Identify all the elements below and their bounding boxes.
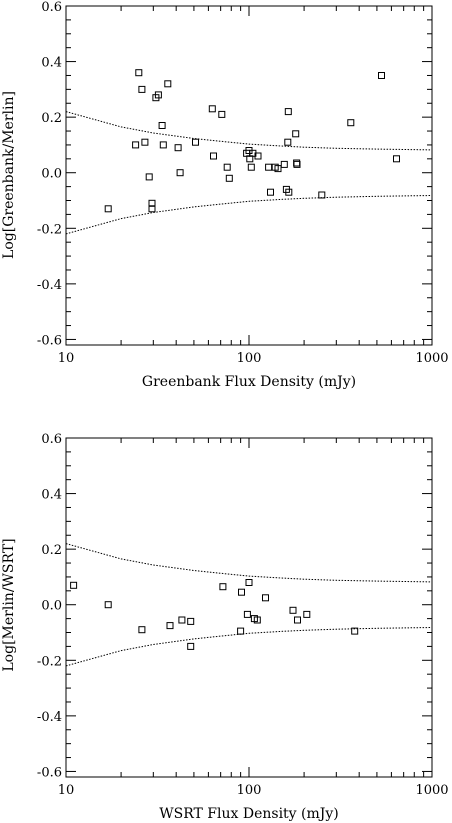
upper-data-point (192, 138, 199, 146)
lower-data-point (178, 616, 186, 624)
lower-y-axis-title: Log[Merlin/WSRT] (1, 538, 17, 671)
lower-data-point (104, 601, 112, 609)
upper-data-point (159, 141, 167, 149)
lower-data-point (253, 616, 261, 624)
upper-y-tick-label: 0.4 (41, 56, 62, 71)
upper-plot-frame (65, 5, 433, 346)
upper-data-point (223, 163, 231, 171)
upper-data-point (132, 141, 140, 149)
lower-data-point (238, 588, 245, 596)
upper-data-point (208, 105, 216, 113)
upper-lower-envelope-curve (65, 195, 433, 235)
upper-data-point (267, 188, 274, 196)
lower-x-tick-label: 1000 (415, 783, 448, 798)
upper-data-point (225, 174, 233, 182)
upper-data-point (292, 130, 300, 138)
lower-scatter-plot: -0.6 -0.4 -0.2 0.0 0.2 0.4 0.6 10 100 1000 WSRT F… (1, 432, 449, 822)
lower-y-tick-label: 0.4 (41, 488, 62, 503)
lower-data-point (351, 627, 359, 635)
lower-data-point (243, 610, 251, 618)
upper-x-axis-title: Greenbank Flux Density (mJy) (142, 374, 356, 390)
upper-y-tick-label: 0.0 (41, 167, 62, 182)
upper-data-point (347, 119, 355, 127)
lower-y-tick-label: 0.2 (41, 543, 62, 558)
lower-plot-frame (65, 437, 433, 778)
lower-data-point (138, 626, 146, 634)
lower-plot-envelope (65, 543, 433, 667)
upper-data-point (265, 163, 273, 171)
upper-scatter-plot: -0.6 -0.4 -0.2 0.0 0.2 0.4 0.6 10 100 1000 Greenb… (1, 0, 449, 390)
upper-data-point (247, 163, 255, 171)
upper-x-tick-label: 100 (237, 351, 262, 366)
lower-data-point (237, 627, 245, 635)
lower-data-point (262, 594, 269, 602)
lower-y-tick-label: -0.4 (37, 710, 62, 725)
upper-data-point (174, 144, 182, 152)
lower-y-tick-label: -0.2 (37, 654, 62, 669)
upper-data-point (284, 138, 292, 146)
upper-data-point (135, 69, 143, 77)
lower-y-tick-label: 0.0 (41, 599, 62, 614)
upper-y-tick-label: -0.2 (37, 222, 62, 237)
upper-data-point (164, 80, 172, 88)
upper-data-point (141, 138, 149, 146)
upper-data-point (254, 152, 262, 160)
upper-y-axis-title: Log[Greenbank/Merlin] (1, 91, 17, 259)
upper-plot-envelope (65, 111, 433, 235)
upper-y-tick-label: 0.2 (41, 111, 62, 126)
upper-x-tick-label: 10 (58, 351, 75, 366)
lower-data-point (303, 610, 311, 618)
lower-data-point (289, 606, 297, 614)
lower-x-tick-label: 100 (237, 783, 262, 798)
upper-upper-envelope-curve (65, 111, 433, 151)
lower-y-tick-label: -0.6 (37, 765, 62, 780)
upper-plot-points (104, 69, 400, 213)
upper-data-point (104, 205, 112, 213)
upper-y-tick-label: -0.6 (37, 333, 62, 348)
upper-data-point (218, 110, 226, 118)
upper-data-point (158, 122, 166, 129)
upper-y-tick-label: 0.6 (41, 0, 62, 15)
lower-lower-envelope-curve (65, 627, 433, 667)
upper-data-point (154, 91, 162, 99)
lower-x-tick-label: 10 (58, 783, 75, 798)
lower-data-point (166, 622, 174, 630)
upper-data-point (378, 72, 385, 79)
lower-upper-envelope-curve (65, 543, 433, 583)
upper-data-point (210, 152, 217, 160)
lower-data-point (187, 642, 195, 650)
lower-data-point (187, 617, 195, 625)
upper-data-point (393, 155, 400, 163)
upper-x-tick-label: 1000 (415, 351, 448, 366)
upper-data-point (318, 191, 326, 199)
lower-data-point (219, 583, 227, 591)
lower-plot-points (70, 579, 359, 650)
upper-data-point (148, 205, 156, 213)
upper-data-point (293, 160, 301, 168)
upper-plot-ticks: -0.6 -0.4 -0.2 0.0 0.2 0.4 0.6 10 100 1000 (37, 0, 449, 366)
upper-data-point (280, 160, 288, 168)
lower-data-point (245, 579, 253, 586)
lower-x-axis-title: WSRT Flux Density (mJy) (159, 806, 339, 822)
upper-y-tick-label: -0.4 (37, 278, 62, 293)
upper-data-point (274, 165, 282, 173)
lower-plot-ticks: -0.6 -0.4 -0.2 0.0 0.2 0.4 0.6 10 100 1000 (37, 432, 449, 798)
upper-data-point (145, 173, 153, 181)
upper-data-point (138, 85, 146, 93)
lower-data-point (294, 616, 301, 624)
upper-data-point (176, 169, 184, 177)
lower-data-point (70, 581, 78, 589)
upper-data-point (285, 188, 293, 196)
lower-y-tick-label: 0.6 (41, 432, 62, 447)
upper-data-point (284, 108, 292, 116)
